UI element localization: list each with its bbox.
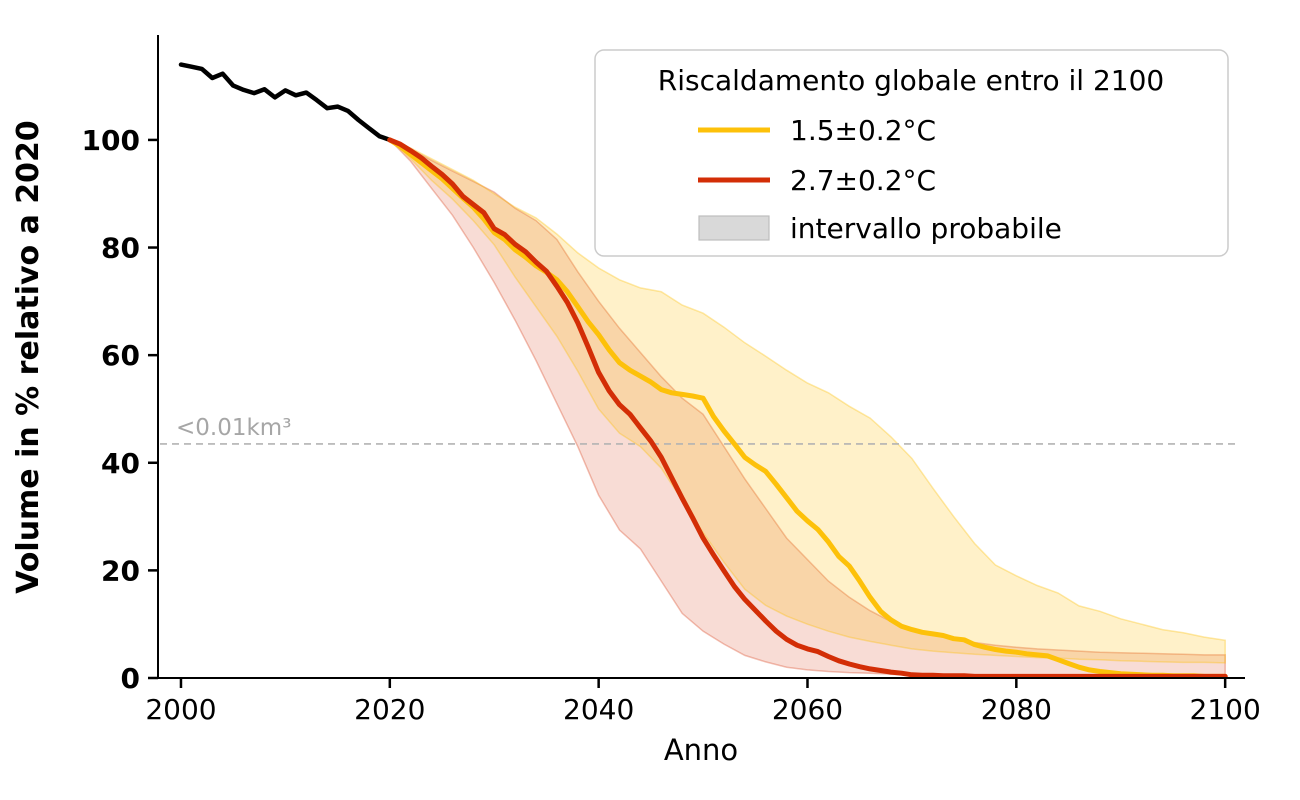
- x-tick-label: 2040: [563, 693, 634, 726]
- uncertainty-band-1-5c: [389, 139, 1226, 679]
- y-tick-label: 60: [101, 339, 140, 372]
- legend: Riscaldamento globale entro il 2100 1.5±…: [594, 49, 1229, 257]
- x-tick-label: 2000: [145, 693, 216, 726]
- legend-title: Riscaldamento globale entro il 2100: [658, 64, 1164, 97]
- x-axis-label: Anno: [664, 733, 738, 767]
- threshold-label: <0.01km³: [176, 415, 291, 441]
- legend-box: [594, 49, 1229, 257]
- series-line-1-5c: [387, 137, 1228, 679]
- y-tick-label: 80: [101, 232, 140, 265]
- x-tick-label: 2060: [772, 693, 843, 726]
- series-line-2-7c: [387, 137, 1228, 679]
- series-line-historical: [178, 62, 393, 143]
- y-tick-label: 40: [101, 447, 140, 480]
- y-axis-label: Volume in % relativo a 2020: [11, 120, 46, 594]
- y-tick-label: 20: [101, 554, 140, 587]
- x-tick-label: 2100: [1190, 693, 1261, 726]
- legend-item-label-1-5: 1.5±0.2°C: [790, 114, 936, 147]
- legend-item-label-2-7: 2.7±0.2°C: [790, 164, 936, 197]
- legend-swatch-patch-interval: [698, 215, 770, 241]
- uncertainty-band-2-7c: [389, 139, 1226, 664]
- y-tick-label: 0: [121, 662, 140, 695]
- y-tick-label: 100: [82, 124, 140, 157]
- x-tick-label: 2080: [981, 693, 1052, 726]
- legend-item-label-interval: intervallo probabile: [790, 212, 1062, 245]
- x-tick-label: 2020: [354, 693, 425, 726]
